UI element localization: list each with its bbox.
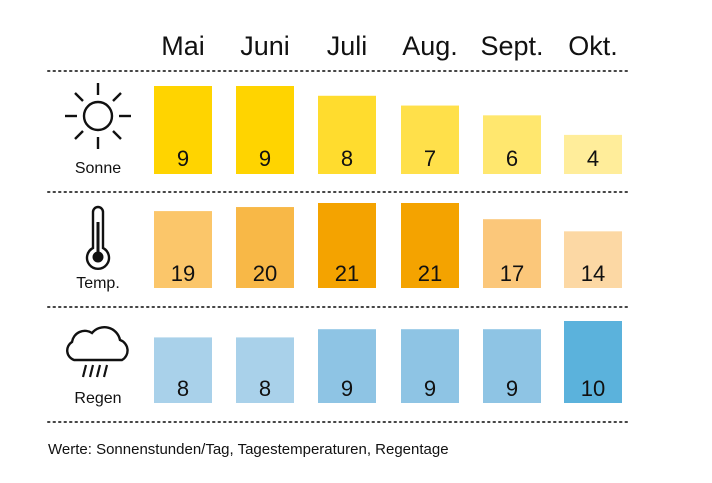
- sun-icon: [65, 83, 131, 149]
- month-label: Mai: [161, 31, 205, 61]
- data-label: 9: [506, 376, 518, 401]
- month-labels: Mai Juni Juli Aug. Sept. Okt.: [161, 31, 618, 61]
- data-label: 17: [500, 261, 524, 286]
- bar: [236, 86, 294, 174]
- thermometer-icon: [85, 205, 111, 270]
- row-dividers: [47, 70, 631, 423]
- bar: [564, 321, 622, 403]
- data-label: 21: [418, 261, 442, 286]
- data-label: 4: [587, 146, 599, 171]
- data-label: 7: [424, 146, 436, 171]
- month-label: Juli: [327, 31, 368, 61]
- month-label: Aug.: [402, 31, 458, 61]
- bar: [401, 329, 459, 403]
- bar: [236, 207, 294, 288]
- bar: [564, 134, 622, 174]
- bar: [154, 211, 212, 288]
- row-label: Temp.: [76, 275, 120, 292]
- month-label: Juni: [240, 31, 290, 61]
- bar: [483, 329, 541, 403]
- data-label: 20: [253, 261, 277, 286]
- data-label: 9: [259, 146, 271, 171]
- data-label: 9: [177, 146, 189, 171]
- bar: [318, 95, 376, 174]
- data-label: 8: [341, 146, 353, 171]
- data-label: 8: [177, 376, 189, 401]
- row-label: Sonne: [75, 160, 121, 177]
- bar: [483, 115, 541, 174]
- row-label: Regen: [74, 390, 121, 407]
- bar: [318, 203, 376, 288]
- bar: [401, 105, 459, 174]
- month-label: Okt.: [568, 31, 618, 61]
- bar: [318, 329, 376, 403]
- chart-rows: Sonne 9 9 8 7 6 4 Temp. 19 20 21 21 17 14 Regen 8 8 9 9 9 10: [74, 86, 622, 407]
- bar: [154, 337, 212, 403]
- data-label: 19: [171, 261, 195, 286]
- chart-row: Temp. 19 20 21 21 17 14: [76, 203, 622, 292]
- bar: [483, 219, 541, 288]
- chart-row: Regen 8 8 9 9 9 10: [74, 321, 622, 407]
- data-label: 21: [335, 261, 359, 286]
- bar: [236, 337, 294, 403]
- bar: [564, 231, 622, 288]
- data-label: 6: [506, 146, 518, 171]
- data-label: 9: [341, 376, 353, 401]
- data-label: 10: [581, 376, 605, 401]
- data-label: 9: [424, 376, 436, 401]
- data-label: 8: [259, 376, 271, 401]
- rain-cloud-icon: [66, 326, 129, 378]
- data-label: 14: [581, 261, 605, 286]
- bar: [154, 86, 212, 174]
- chart-note: Werte: Sonnenstunden/Tag, Tagestemperatu…: [48, 441, 449, 458]
- chart-row: Sonne 9 9 8 7 6 4: [75, 86, 622, 177]
- bar: [401, 203, 459, 288]
- month-label: Sept.: [480, 31, 543, 61]
